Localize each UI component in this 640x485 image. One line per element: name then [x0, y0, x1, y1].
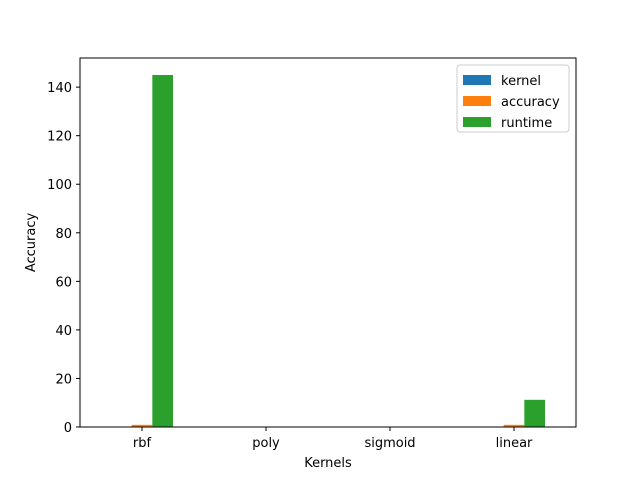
y-tick-label: 100 [47, 178, 72, 193]
x-tick-label: sigmoid [364, 436, 415, 451]
legend-swatch-accuracy [463, 96, 491, 106]
axes-frame [79, 57, 577, 428]
y-tick-label: 60 [55, 275, 72, 290]
bars-group [131, 74, 545, 428]
bar-accuracy-rbf [131, 424, 153, 427]
legend-swatch-runtime [463, 117, 491, 127]
y-tick-label: 140 [47, 81, 72, 96]
x-axis-label: Kernels [304, 456, 352, 471]
legend-swatch-kernel [463, 75, 491, 85]
x-tick-label: linear [496, 436, 533, 451]
legend: kernel accuracy runtime [456, 64, 570, 133]
y-tick-label: 20 [55, 372, 72, 387]
y-axis: 0 20 40 60 80 100 120 140 [47, 81, 80, 436]
bar-accuracy-linear [503, 424, 525, 427]
bar-runtime-rbf [152, 74, 173, 428]
y-axis-label: Accuracy [24, 213, 39, 273]
x-tick-label: rbf [133, 436, 152, 451]
legend-label-runtime: runtime [501, 116, 552, 131]
y-tick-label: 120 [47, 130, 72, 145]
legend-label-kernel: kernel [501, 74, 541, 89]
y-tick-label: 40 [55, 324, 72, 339]
bar-runtime-linear [524, 399, 545, 427]
y-tick-label: 0 [64, 421, 72, 436]
x-axis: rbf poly sigmoid linear [133, 427, 533, 451]
y-tick-label: 80 [55, 227, 72, 242]
legend-label-accuracy: accuracy [501, 95, 560, 110]
x-tick-label: poly [252, 436, 280, 451]
